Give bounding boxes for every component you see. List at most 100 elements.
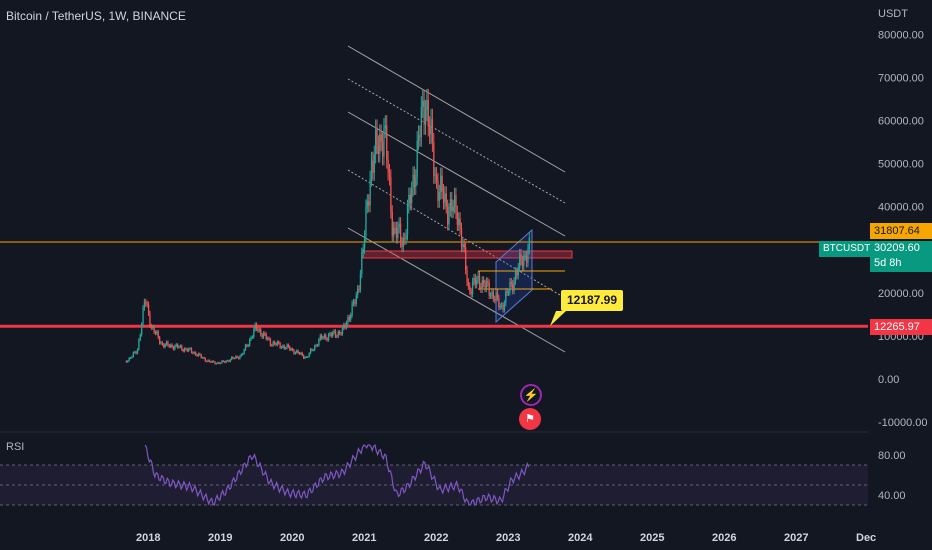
candle-body xyxy=(449,199,452,210)
candle-body xyxy=(366,201,369,207)
candle-body xyxy=(480,286,482,290)
candle-body xyxy=(199,353,201,355)
lightning-icon[interactable]: ⚡ xyxy=(520,384,542,406)
candle-body xyxy=(139,334,141,340)
candle-body xyxy=(321,335,323,339)
candle-body xyxy=(275,343,277,345)
candle-body xyxy=(153,326,155,333)
candle-body xyxy=(476,279,478,285)
candle-body xyxy=(262,333,265,338)
candle-body xyxy=(246,345,248,347)
candle-body xyxy=(463,244,465,248)
x-tick-label: 2022 xyxy=(424,532,448,544)
candle-body xyxy=(471,281,474,295)
current-price: 30209.60 xyxy=(874,242,920,254)
candle-body xyxy=(249,339,251,346)
candle-body xyxy=(345,322,348,328)
candle-body xyxy=(272,342,274,346)
candle-body xyxy=(312,350,315,352)
candle-body xyxy=(314,345,316,351)
candle-body xyxy=(431,119,434,143)
candle-body xyxy=(196,354,198,356)
candle-body xyxy=(251,336,254,338)
chart-title: Bitcoin / TetherUS, 1W, BINANCE xyxy=(6,9,186,23)
candle-body xyxy=(351,303,353,316)
candle-body xyxy=(294,352,297,354)
x-tick-label: 2020 xyxy=(280,532,304,544)
candle-body xyxy=(125,360,128,363)
candle-body xyxy=(254,324,256,330)
candle-body xyxy=(231,357,233,360)
candle-body xyxy=(344,324,346,328)
candle-body xyxy=(448,209,450,225)
candle-body xyxy=(282,345,284,347)
rsi-tick-label: 80.00 xyxy=(878,450,906,462)
candle-body xyxy=(183,348,186,352)
candle-body xyxy=(226,360,229,362)
candle-body xyxy=(485,281,488,289)
candle-body xyxy=(146,303,148,305)
candle-body xyxy=(459,218,461,229)
candle-body xyxy=(250,337,252,340)
candle-body xyxy=(319,335,321,340)
candle-body xyxy=(348,317,351,320)
candle-body xyxy=(195,352,197,355)
candle-body xyxy=(416,140,418,178)
candle-body xyxy=(206,361,208,363)
candle-body xyxy=(424,110,427,125)
candle-body xyxy=(138,339,140,350)
candle-body xyxy=(499,306,501,308)
candle-body xyxy=(397,227,399,238)
candle-body xyxy=(224,361,226,363)
candle-body xyxy=(172,347,175,350)
candle-body xyxy=(445,193,447,207)
resistance-zone xyxy=(361,250,573,259)
candle-body xyxy=(200,354,202,358)
candle-body xyxy=(296,350,298,353)
candle-body xyxy=(513,280,515,291)
candle-body xyxy=(188,348,190,351)
candle-body xyxy=(460,228,463,247)
candle-body xyxy=(127,360,129,363)
candle-body xyxy=(426,99,428,111)
current-price-tag: 30209.60 5d 8h xyxy=(870,241,932,272)
candle-body xyxy=(179,345,182,347)
candle-body xyxy=(369,178,371,206)
flag-icon[interactable]: ⚑ xyxy=(519,408,541,430)
candle-body xyxy=(528,237,531,249)
candle-body xyxy=(134,351,136,353)
candle-body xyxy=(387,159,389,173)
candle-body xyxy=(453,195,456,207)
candle-body xyxy=(143,301,146,308)
candle-body xyxy=(437,180,439,201)
candle-body xyxy=(182,349,184,352)
candle-body xyxy=(350,315,352,320)
candle-body xyxy=(483,280,485,284)
candle-body xyxy=(325,335,327,339)
candle-body xyxy=(377,144,380,154)
candle-body xyxy=(495,292,497,301)
candle-body xyxy=(132,352,135,357)
candle-body xyxy=(363,235,366,249)
candle-body xyxy=(327,334,330,341)
candle-body xyxy=(307,356,309,358)
candle-body xyxy=(193,352,195,354)
candle-body xyxy=(305,356,308,358)
candle-body xyxy=(244,345,247,350)
candle-body xyxy=(207,360,209,362)
candle-body xyxy=(393,227,395,237)
candle-body xyxy=(417,135,420,141)
candle-body xyxy=(438,192,441,201)
candle-body xyxy=(411,189,413,204)
candle-body xyxy=(330,333,333,337)
candle-body xyxy=(152,326,154,328)
candle-body xyxy=(147,304,150,314)
candle-body xyxy=(430,119,432,135)
y-tick-label: 80000.00 xyxy=(878,29,924,41)
candle-body xyxy=(279,343,281,348)
candle-body xyxy=(447,206,449,225)
candle-body xyxy=(520,253,522,261)
candle-body xyxy=(456,212,459,225)
candle-body xyxy=(398,223,400,228)
